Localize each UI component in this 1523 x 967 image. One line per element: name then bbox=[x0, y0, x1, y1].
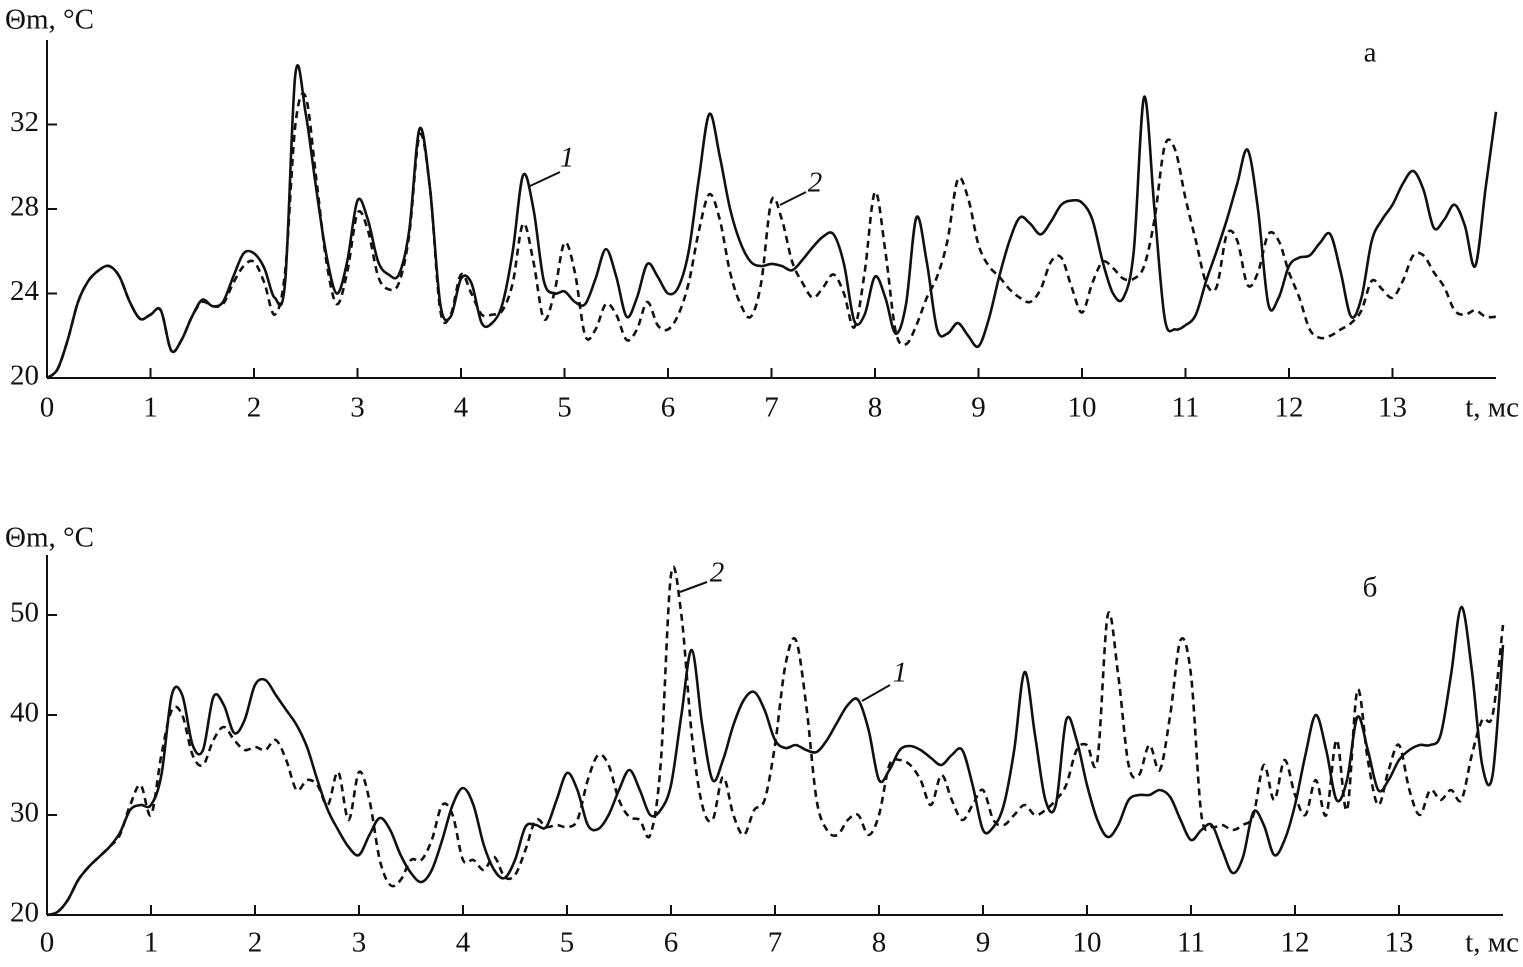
y-tick-label: 20 bbox=[10, 897, 39, 929]
y-tick-label: 50 bbox=[10, 597, 39, 629]
y-axis-label: Θm, °C bbox=[5, 522, 94, 554]
x-tick-label: 4 bbox=[456, 927, 471, 959]
x-tick-label: 11 bbox=[1172, 392, 1200, 424]
x-tick-label: 9 bbox=[976, 927, 991, 959]
y-tick-label: 30 bbox=[10, 797, 39, 829]
leader-line bbox=[861, 684, 891, 702]
series-line bbox=[46, 92, 1497, 380]
x-tick-label: 1 bbox=[143, 392, 158, 424]
x-tick-label: 2 bbox=[247, 392, 262, 424]
x-tick-label: 3 bbox=[352, 927, 367, 959]
x-tick-label: 2 bbox=[248, 927, 263, 959]
x-tick-label: 13 bbox=[1378, 392, 1407, 424]
x-tick-label: 1 bbox=[144, 927, 159, 959]
y-tick-label: 28 bbox=[10, 191, 39, 223]
x-tick-label: 9 bbox=[971, 392, 986, 424]
series-label: 2 bbox=[710, 557, 725, 589]
series-label: 1 bbox=[893, 657, 908, 689]
series-label: 1 bbox=[560, 142, 575, 174]
panel-label: б bbox=[1363, 572, 1378, 604]
x-tick-label: 7 bbox=[768, 927, 783, 959]
x-tick-label: 6 bbox=[661, 392, 676, 424]
y-axis-label: Θm, °C bbox=[5, 4, 94, 36]
x-tick-label: 13 bbox=[1385, 927, 1414, 959]
x-axis-label: t, мс bbox=[1465, 927, 1519, 959]
panel-label: а bbox=[1364, 37, 1377, 69]
leader-line bbox=[779, 191, 807, 206]
leader-line bbox=[529, 171, 561, 187]
x-axis-label: t, мс bbox=[1465, 392, 1519, 424]
y-tick-label: 32 bbox=[10, 106, 39, 138]
x-tick-label: 0 bbox=[40, 927, 55, 959]
x-tick-label: 5 bbox=[557, 392, 572, 424]
x-tick-label: 8 bbox=[868, 392, 883, 424]
series-line bbox=[46, 605, 1505, 917]
x-tick-label: 3 bbox=[350, 392, 365, 424]
series-line bbox=[46, 64, 1498, 380]
x-tick-label: 10 bbox=[1068, 392, 1097, 424]
x-tick-label: 7 bbox=[764, 392, 779, 424]
x-tick-label: 12 bbox=[1281, 927, 1310, 959]
y-tick-label: 40 bbox=[10, 697, 39, 729]
leader-line bbox=[679, 581, 708, 593]
x-tick-label: 8 bbox=[872, 927, 887, 959]
x-tick-label: 4 bbox=[454, 392, 469, 424]
x-tick-label: 5 bbox=[560, 927, 575, 959]
y-tick-label: 24 bbox=[10, 275, 40, 307]
series-line bbox=[46, 565, 1505, 917]
series-label: 2 bbox=[808, 167, 823, 199]
x-tick-label: 6 bbox=[664, 927, 679, 959]
x-tick-label: 10 bbox=[1073, 927, 1102, 959]
x-tick-label: 11 bbox=[1177, 927, 1205, 959]
y-tick-label: 20 bbox=[10, 360, 39, 392]
x-tick-label: 12 bbox=[1275, 392, 1304, 424]
x-tick-label: 0 bbox=[40, 392, 55, 424]
